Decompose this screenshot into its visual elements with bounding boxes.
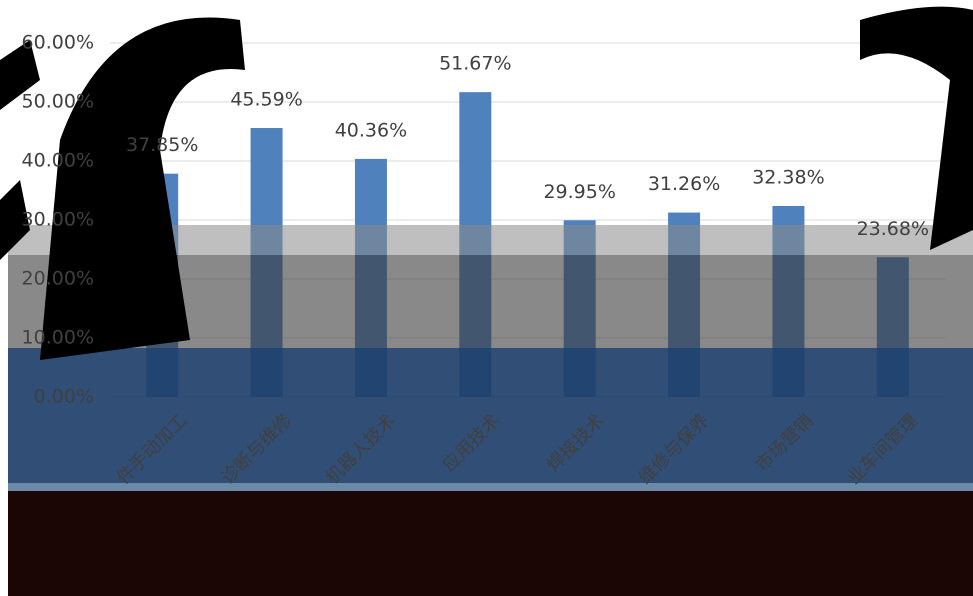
y-tick-label: 60.00%	[22, 32, 94, 54]
value-label: 32.38%	[752, 166, 824, 188]
y-tick-label: 0.00%	[34, 386, 94, 408]
occluder	[40, 17, 245, 360]
y-tick-label: 10.00%	[22, 327, 94, 349]
y-tick-label: 50.00%	[22, 91, 94, 113]
overlay-band	[8, 483, 973, 491]
value-label: 29.95%	[543, 181, 615, 203]
y-tick-label: 20.00%	[22, 268, 94, 290]
occluder	[860, 6, 973, 250]
overlay-band	[8, 348, 973, 483]
value-label: 31.26%	[648, 173, 720, 195]
y-tick-label: 40.00%	[22, 150, 94, 172]
occluder	[0, 40, 40, 260]
overlay-band	[8, 491, 973, 596]
overlay	[0, 6, 973, 596]
value-label: 51.67%	[439, 53, 511, 75]
value-label: 37.85%	[126, 134, 198, 156]
value-label: 45.59%	[230, 89, 302, 111]
value-label: 23.68%	[857, 218, 929, 240]
y-tick-label: 30.00%	[22, 209, 94, 231]
value-label: 40.36%	[335, 119, 407, 141]
